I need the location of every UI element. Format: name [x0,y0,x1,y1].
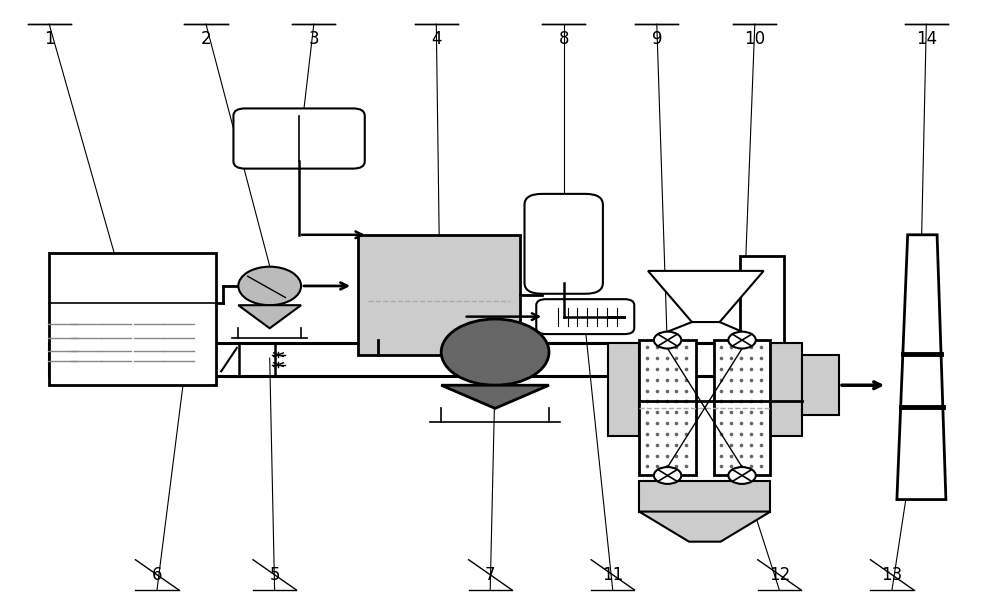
Circle shape [654,467,681,484]
Text: 9: 9 [652,30,662,49]
Text: 3: 3 [308,30,319,49]
Bar [802,355,839,415]
Text: 10: 10 [744,30,765,49]
Bar [49,253,216,385]
FancyBboxPatch shape [536,299,634,334]
Bar [740,256,784,343]
Text: 14: 14 [916,30,937,49]
Text: 13: 13 [881,565,903,584]
Bar [608,343,639,437]
Bar [770,343,802,437]
Bar [358,235,520,355]
Bar [714,340,770,475]
Text: 12: 12 [769,565,790,584]
Circle shape [654,332,681,349]
FancyBboxPatch shape [524,194,603,293]
Text: 11: 11 [602,565,623,584]
Text: 5: 5 [269,565,280,584]
Text: 1: 1 [44,30,55,49]
Text: 2: 2 [201,30,211,49]
Bar [639,340,696,475]
Circle shape [728,467,756,484]
Text: 6: 6 [152,565,162,584]
FancyBboxPatch shape [233,109,365,169]
Polygon shape [648,271,764,322]
Polygon shape [897,235,946,500]
Text: 7: 7 [485,565,495,584]
Polygon shape [441,385,549,408]
Circle shape [728,332,756,349]
Text: 8: 8 [558,30,569,49]
Bar [49,343,765,376]
Text: 4: 4 [431,30,442,49]
Circle shape [441,319,549,385]
Polygon shape [238,305,301,328]
Circle shape [238,266,301,305]
Bar [639,481,770,511]
Polygon shape [639,511,770,542]
